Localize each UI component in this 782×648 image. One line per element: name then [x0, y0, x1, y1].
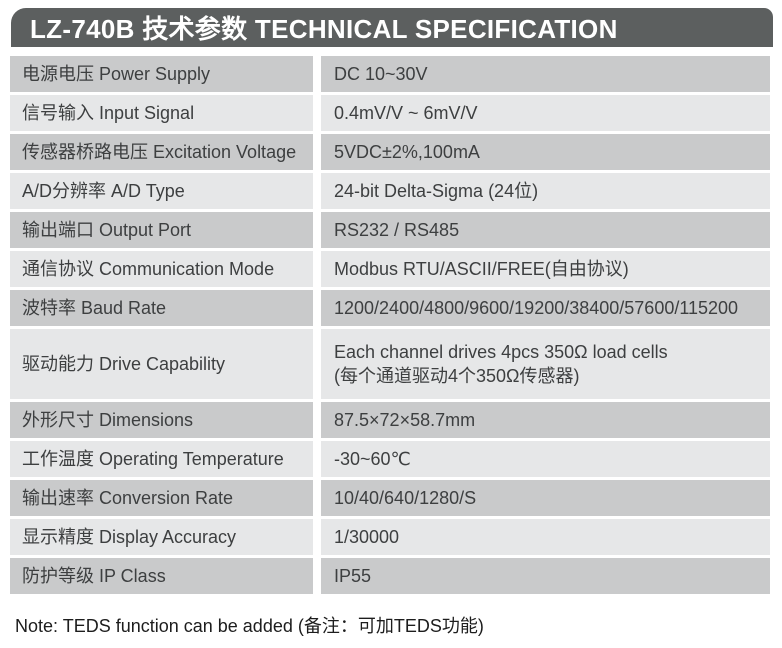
table-row: 外形尺寸 Dimensions 87.5×72×58.7mm: [10, 402, 770, 438]
spec-label-cell: 工作温度 Operating Temperature: [10, 441, 313, 477]
spec-value-cell: -30~60℃: [321, 441, 770, 477]
table-row: 输出端口 Output Port RS232 / RS485: [10, 212, 770, 248]
table-row: 驱动能力 Drive Capability Each channel drives…: [10, 329, 770, 399]
spec-value-cell: 1/30000: [321, 519, 770, 555]
spec-label-cell: 传感器桥路电压 Excitation Voltage: [10, 134, 313, 170]
spec-table: 电源电压 Power Supply DC 10~30V 信号输入 Input Sig…: [10, 56, 770, 594]
table-row: 防护等级 IP Class IP55: [10, 558, 770, 594]
table-row: 信号输入 Input Signal 0.4mV/V ~ 6mV/V: [10, 95, 770, 131]
spec-label-cell: 防护等级 IP Class: [10, 558, 313, 594]
table-row: 通信协议 Communication Mode Modbus RTU/ASCII/…: [10, 251, 770, 287]
spec-label-cell: 显示精度 Display Accuracy: [10, 519, 313, 555]
spec-value-cell: IP55: [321, 558, 770, 594]
table-row: 传感器桥路电压 Excitation Voltage 5VDC±2%,100mA: [10, 134, 770, 170]
spec-value-cell: 5VDC±2%,100mA: [321, 134, 770, 170]
spec-value-cell: Each channel drives 4pcs 350Ω load cells…: [321, 329, 770, 399]
table-row: 输出速率 Conversion Rate 10/40/640/1280/S: [10, 480, 770, 516]
table-row: 电源电压 Power Supply DC 10~30V: [10, 56, 770, 92]
spec-value-cell: 1200/2400/4800/9600/19200/38400/57600/11…: [321, 290, 770, 326]
spec-label-cell: 输出速率 Conversion Rate: [10, 480, 313, 516]
spec-value-cell: 24-bit Delta-Sigma (24位): [321, 173, 770, 209]
spec-value-cell: 0.4mV/V ~ 6mV/V: [321, 95, 770, 131]
spec-label-cell: 输出端口 Output Port: [10, 212, 313, 248]
spec-label-cell: 电源电压 Power Supply: [10, 56, 313, 92]
spec-label-cell: 波特率 Baud Rate: [10, 290, 313, 326]
title-bar: LZ-740B 技术参数 TECHNICAL SPECIFICATION: [11, 8, 773, 47]
table-row: A/D分辨率 A/D Type 24-bit Delta-Sigma (24位): [10, 173, 770, 209]
spec-label-cell: A/D分辨率 A/D Type: [10, 173, 313, 209]
spec-value-cell: 87.5×72×58.7mm: [321, 402, 770, 438]
table-row: 波特率 Baud Rate 1200/2400/4800/9600/19200/3…: [10, 290, 770, 326]
table-row: 显示精度 Display Accuracy 1/30000: [10, 519, 770, 555]
page-title: LZ-740B 技术参数 TECHNICAL SPECIFICATION: [30, 14, 618, 44]
spec-value-cell: DC 10~30V: [321, 56, 770, 92]
spec-value-cell: RS232 / RS485: [321, 212, 770, 248]
table-row: 工作温度 Operating Temperature -30~60℃: [10, 441, 770, 477]
spec-label-cell: 通信协议 Communication Mode: [10, 251, 313, 287]
spec-label-cell: 信号输入 Input Signal: [10, 95, 313, 131]
spec-value-cell: Modbus RTU/ASCII/FREE(自由协议): [321, 251, 770, 287]
spec-label-cell: 驱动能力 Drive Capability: [10, 329, 313, 399]
spec-value-cell: 10/40/640/1280/S: [321, 480, 770, 516]
note-text: Note: TEDS function can be added (备注：可加T…: [15, 616, 484, 636]
spec-label-cell: 外形尺寸 Dimensions: [10, 402, 313, 438]
